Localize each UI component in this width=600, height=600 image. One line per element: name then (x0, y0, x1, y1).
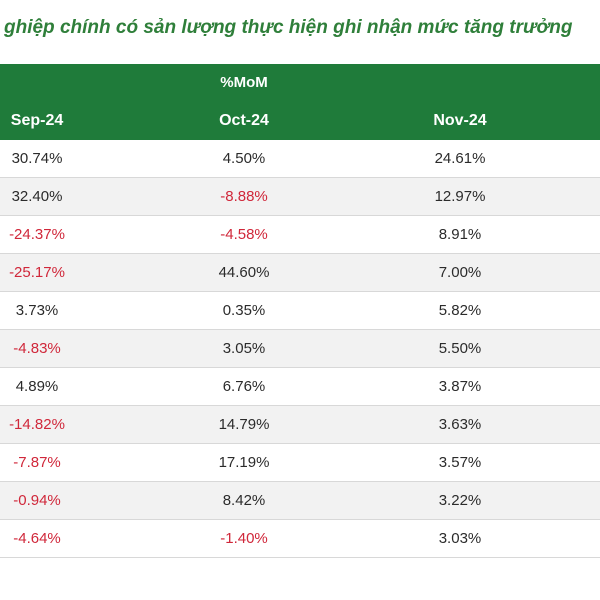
table-row: 30.74% 4.50% 24.61% (0, 140, 600, 178)
table-row: -0.94% 8.42% 3.22% (0, 482, 600, 520)
table-header: %MoM Sep-24 Oct-24 Nov-24 (0, 64, 600, 140)
cell-nov-24: 3.03% (438, 530, 482, 547)
cell-nov-24: 3.57% (438, 454, 482, 471)
cell-nov-24: 7.00% (438, 264, 482, 281)
cell-oct-24: 0.35% (222, 302, 266, 319)
table-row: -4.83% 3.05% 5.50% (0, 330, 600, 368)
cell-sep-24: 32.40% (11, 188, 63, 205)
table-row: 3.73% 0.35% 5.82% (0, 292, 600, 330)
cell-sep-24: -14.82% (9, 416, 65, 433)
cell-oct-24: 3.05% (222, 340, 266, 357)
table-row: -14.82% 14.79% 3.63% (0, 406, 600, 444)
column-header-oct-24: Oct-24 (219, 112, 269, 129)
cell-sep-24: 3.73% (15, 302, 59, 319)
cell-nov-24: 8.91% (438, 226, 482, 243)
cell-nov-24: 5.50% (438, 340, 482, 357)
cell-sep-24: 30.74% (11, 150, 63, 167)
mom-group-label: %MoM (220, 74, 268, 91)
column-header-sep-24: Sep-24 (10, 112, 64, 129)
cell-sep-24: -7.87% (13, 454, 61, 471)
table-row: -24.37% -4.58% 8.91% (0, 216, 600, 254)
cell-oct-24: -4.58% (220, 226, 268, 243)
cell-nov-24: 12.97% (434, 188, 486, 205)
table-row: -4.64% -1.40% 3.03% (0, 520, 600, 558)
table-row: 32.40% -8.88% 12.97% (0, 178, 600, 216)
cell-nov-24: 3.63% (438, 416, 482, 433)
cell-oct-24: 4.50% (222, 150, 266, 167)
cell-oct-24: 6.76% (222, 378, 266, 395)
table-row: 4.89% 6.76% 3.87% (0, 368, 600, 406)
table-row: -25.17% 44.60% 7.00% (0, 254, 600, 292)
cell-oct-24: 17.19% (218, 454, 270, 471)
cell-sep-24: -4.64% (13, 530, 61, 547)
cell-oct-24: 8.42% (222, 492, 266, 509)
cell-oct-24: -8.88% (220, 188, 268, 205)
cell-sep-24: -25.17% (9, 264, 65, 281)
cell-nov-24: 24.61% (434, 150, 486, 167)
cell-sep-24: -0.94% (13, 492, 61, 509)
table-body: 30.74% 4.50% 24.61% 32.40% -8.88% 12.97%… (0, 140, 600, 558)
table-title: ghiệp chính có sản lượng thực hiện ghi n… (4, 17, 573, 38)
table-row: -7.87% 17.19% 3.57% (0, 444, 600, 482)
cell-sep-24: 4.89% (15, 378, 59, 395)
cell-oct-24: 44.60% (218, 264, 270, 281)
cell-nov-24: 3.87% (438, 378, 482, 395)
cell-nov-24: 3.22% (438, 492, 482, 509)
cell-nov-24: 5.82% (438, 302, 482, 319)
cell-oct-24: -1.40% (220, 530, 268, 547)
cell-oct-24: 14.79% (218, 416, 270, 433)
column-header-nov-24: Nov-24 (433, 112, 487, 129)
cell-sep-24: -4.83% (13, 340, 61, 357)
cell-sep-24: -24.37% (9, 226, 65, 243)
